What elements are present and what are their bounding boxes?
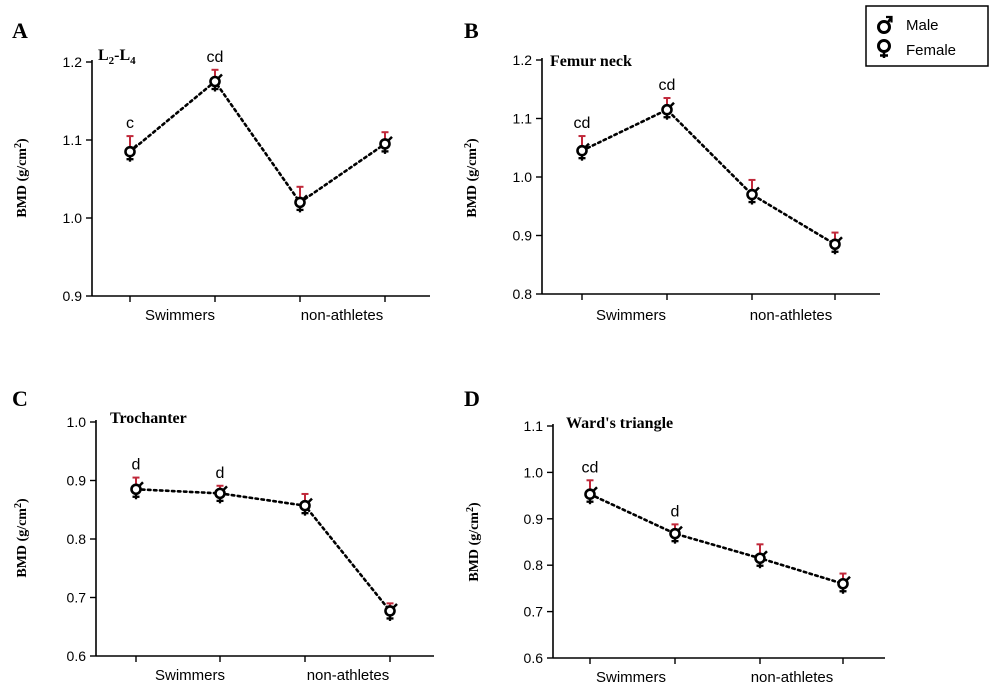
y-tick-label: 0.9 bbox=[63, 288, 83, 304]
x-category-label-swimmers-b: Swimmers bbox=[596, 307, 666, 324]
significance-label: d bbox=[216, 465, 225, 482]
significance-label: cd bbox=[659, 77, 676, 94]
panel-c-title: Trochanter bbox=[110, 410, 187, 427]
significance-label: cd bbox=[582, 459, 599, 476]
panel-letter-b: B bbox=[464, 18, 479, 43]
legend-item-male: Male bbox=[877, 15, 939, 34]
data-point bbox=[669, 527, 681, 540]
y-tick-label: 0.7 bbox=[524, 604, 544, 620]
y-tick-label: 1.1 bbox=[513, 111, 533, 127]
x-category-label-swimmers-d: Swimmers bbox=[596, 669, 666, 686]
significance-label: d bbox=[671, 503, 680, 520]
y-tick-label: 1.2 bbox=[513, 52, 533, 68]
significance-label: d bbox=[132, 457, 141, 474]
y-tick-label: 0.6 bbox=[67, 648, 87, 664]
panel-letter-c: C bbox=[12, 386, 28, 411]
data-point bbox=[379, 138, 391, 150]
legend-label-male: Male bbox=[906, 17, 939, 34]
y-tick-label: 0.9 bbox=[524, 511, 544, 527]
y-axis-label-c: BMD (g/cm2) bbox=[13, 498, 30, 578]
data-point bbox=[384, 605, 396, 617]
y-axis-label-b: BMD (g/cm2) bbox=[463, 138, 480, 218]
x-category-label-swimmers-c: Swimmers bbox=[155, 667, 225, 684]
y-tick-label: 1.0 bbox=[63, 210, 83, 226]
y-tick-label: 1.1 bbox=[524, 418, 544, 434]
y-tick-label: 1.1 bbox=[63, 132, 83, 148]
data-point bbox=[209, 75, 221, 88]
significance-label: c bbox=[126, 115, 134, 132]
x-category-label-swimmers-a: Swimmers bbox=[145, 307, 215, 324]
series-line bbox=[588, 492, 845, 586]
legend-item-female: Female bbox=[877, 39, 956, 59]
y-tick-label: 0.9 bbox=[67, 473, 87, 489]
data-point bbox=[576, 144, 588, 157]
data-point bbox=[754, 552, 766, 565]
data-point bbox=[294, 196, 306, 209]
x-category-label-non-athletes-d: non-athletes bbox=[751, 669, 834, 686]
x-category-label-non-athletes-b: non-athletes bbox=[750, 307, 833, 324]
data-point bbox=[214, 487, 226, 500]
panel-c: C Trochanter BMD (g/cm2) 0.6 0.7 0.8 0.9 1.0… bbox=[12, 386, 434, 684]
panel-letter-d: D bbox=[464, 386, 480, 411]
y-tick-label: 0.6 bbox=[524, 650, 544, 666]
panel-b-title: Femur neck bbox=[550, 53, 632, 70]
y-tick-label: 0.8 bbox=[524, 557, 544, 573]
male-symbol-icon bbox=[877, 15, 893, 34]
y-tick-label: 1.0 bbox=[513, 169, 533, 185]
plot-area-b: 0.8 0.9 1.0 1.1 1.2 cd cd bbox=[513, 52, 880, 302]
y-tick-label: 0.8 bbox=[513, 286, 533, 302]
x-category-label-non-athletes-c: non-athletes bbox=[307, 667, 390, 684]
y-tick-label: 0.7 bbox=[67, 590, 87, 606]
data-point bbox=[661, 103, 673, 116]
y-tick-label: 1.2 bbox=[63, 54, 83, 70]
y-tick-label: 0.9 bbox=[513, 228, 533, 244]
data-point bbox=[124, 145, 136, 158]
data-point bbox=[837, 577, 849, 590]
y-tick-label: 1.0 bbox=[524, 464, 544, 480]
plot-area-c: 0.6 0.7 0.8 0.9 1.0 d d bbox=[67, 414, 434, 664]
panel-b: B Femur neck BMD (g/cm2) 0.8 0.9 1.0 1.1 1.2… bbox=[463, 18, 880, 324]
y-tick-label: 0.8 bbox=[67, 531, 87, 547]
y-axis-label-a: BMD (g/cm2) bbox=[13, 138, 30, 218]
panel-letter-a: A bbox=[12, 18, 28, 43]
data-point bbox=[746, 188, 758, 201]
significance-label: cd bbox=[574, 115, 591, 132]
series-line bbox=[128, 79, 387, 205]
plot-area-d: 0.6 0.7 0.8 0.9 1.0 1.1 cd d bbox=[524, 418, 885, 666]
data-point bbox=[130, 483, 142, 496]
x-category-label-non-athletes-a: non-athletes bbox=[301, 307, 384, 324]
legend-label-female: Female bbox=[906, 42, 956, 59]
data-point bbox=[584, 488, 596, 501]
series-line bbox=[580, 108, 837, 246]
series-line bbox=[134, 487, 392, 613]
panel-d-title: Ward's triangle bbox=[566, 415, 673, 432]
female-symbol-icon bbox=[877, 39, 891, 58]
y-tick-label: 1.0 bbox=[67, 414, 87, 430]
y-axis-label-d: BMD (g/cm2) bbox=[465, 502, 482, 582]
data-point bbox=[299, 499, 311, 512]
panel-a: A L2-L4 BMD (g/cm2) 0.9 1.0 1.1 1.2 c cd Swim… bbox=[12, 18, 430, 324]
panel-d: D Ward's triangle BMD (g/cm2) 0.60.70.80… bbox=[464, 386, 885, 686]
legend: Male Female bbox=[865, 5, 989, 67]
data-point bbox=[829, 238, 841, 251]
plot-area-a: 0.9 1.0 1.1 1.2 c cd bbox=[63, 49, 430, 304]
significance-label: cd bbox=[207, 49, 224, 66]
panel-a-title: L2-L4 bbox=[98, 47, 136, 67]
